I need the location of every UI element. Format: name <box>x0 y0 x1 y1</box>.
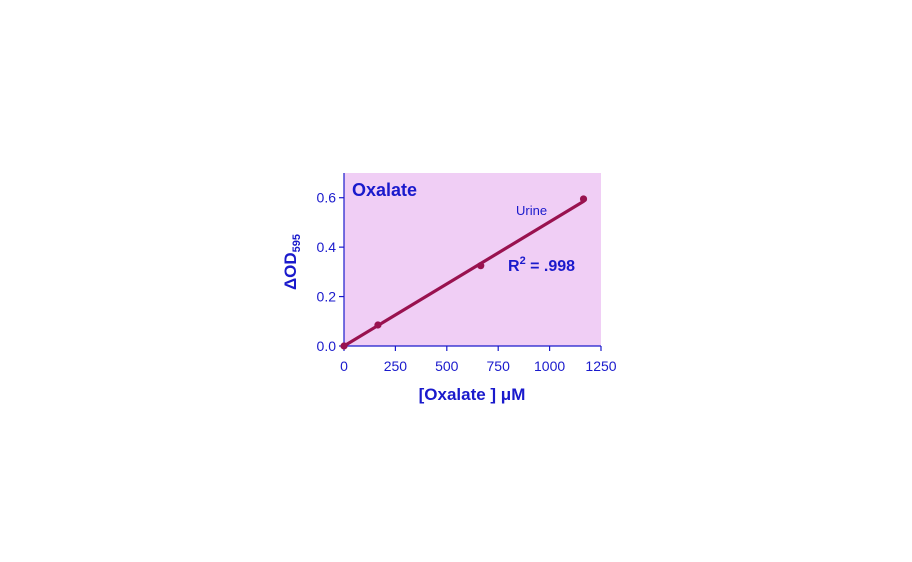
data-point <box>374 321 382 329</box>
r2-letter: R <box>508 258 520 275</box>
r-squared-annotation: R2 = .998 <box>508 255 575 275</box>
x-tick-label: 500 <box>435 358 459 374</box>
x-tick-label: 0 <box>340 358 348 374</box>
chart-title: Oxalate <box>352 180 417 200</box>
data-point <box>579 195 588 203</box>
y-tick-label: 0.2 <box>317 289 337 305</box>
plot-area <box>344 173 601 346</box>
x-tick-label: 250 <box>384 358 408 374</box>
r2-value: = .998 <box>526 258 575 275</box>
x-tick-label: 1000 <box>534 358 565 374</box>
series-label-urine: Urine <box>516 203 547 218</box>
x-axis-title: [Oxalate ] μM <box>419 385 526 404</box>
data-point <box>477 262 485 270</box>
y-tick-label: 0.6 <box>317 190 337 206</box>
data-point <box>340 342 348 350</box>
y-axis-title: ΔOD595 <box>281 234 303 290</box>
y-tick-label: 0.0 <box>317 338 337 354</box>
x-axis-ticks: 0 250 500 750 1000 1250 <box>340 346 617 374</box>
y-tick-label: 0.4 <box>317 239 337 255</box>
y-axis-title-main: ΔOD <box>281 252 300 290</box>
y-axis-ticks: 0.0 0.2 0.4 0.6 <box>317 190 344 354</box>
y-axis-title-subscript: 595 <box>291 234 303 252</box>
fit-line <box>342 199 586 348</box>
x-tick-label: 750 <box>487 358 511 374</box>
r2-superscript: 2 <box>520 255 526 267</box>
series-layer <box>340 195 588 350</box>
x-tick-label: 1250 <box>585 358 616 374</box>
